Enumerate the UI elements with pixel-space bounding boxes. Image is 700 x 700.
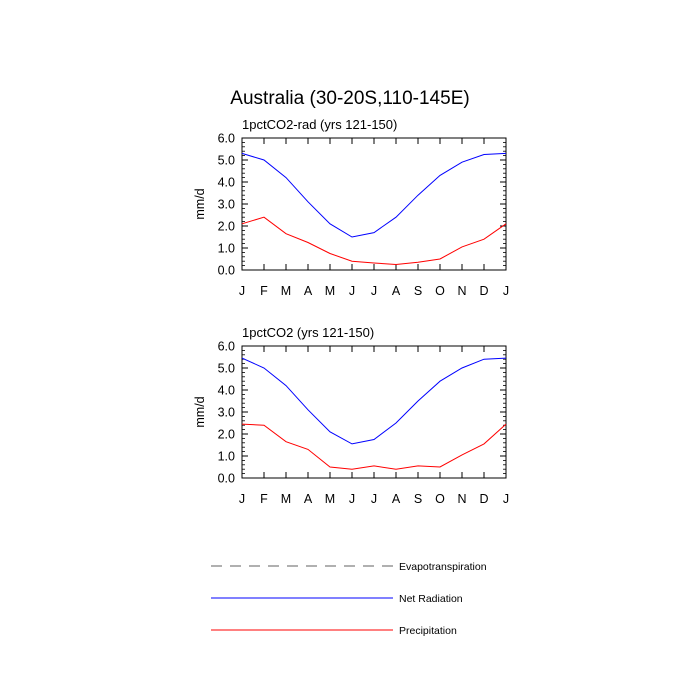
series-line-net-radiation xyxy=(241,357,507,445)
x-tick-label: M xyxy=(281,492,291,506)
y-tick-label: 0.0 xyxy=(218,472,235,486)
y-axis-label: mm/d xyxy=(193,188,207,219)
y-axis-label: mm/d xyxy=(193,396,207,427)
y-tick-label: 2.0 xyxy=(218,428,235,442)
y-tick-label: 6.0 xyxy=(218,132,235,146)
series-line-precipitation xyxy=(241,216,507,266)
chart-panel-2: 1pctCO2 (yrs 121-150) 0.0 1.0 2.0 3.0 4.0 5.0 6… xyxy=(193,325,509,506)
x-tick-label: S xyxy=(414,492,422,506)
y-tick-label: 3.0 xyxy=(218,198,235,212)
x-tick-label: M xyxy=(325,284,335,298)
x-tick-label: F xyxy=(260,284,268,298)
x-tick-label: D xyxy=(479,492,488,506)
x-tick-label: J xyxy=(349,284,355,298)
y-tick-label: 5.0 xyxy=(218,154,235,168)
x-tick-label: A xyxy=(304,492,313,506)
legend-label: Evapotranspiration xyxy=(399,561,487,573)
series-line-net-radiation xyxy=(241,152,507,238)
y-tick-label: 2.0 xyxy=(218,220,235,234)
x-tick-label: S xyxy=(414,284,422,298)
x-tick-label: A xyxy=(392,284,401,298)
x-tick-label: A xyxy=(392,492,401,506)
plot-frame xyxy=(241,137,507,271)
panel-title: 1pctCO2-rad (yrs 121-150) xyxy=(242,117,397,132)
legend-label: Net Radiation xyxy=(399,593,463,605)
y-tick-label: 1.0 xyxy=(218,450,235,464)
y-tick-label: 0.0 xyxy=(218,264,235,278)
panels: 1pctCO2-rad (yrs 121-150) 0.0 1.0 2.0 3.0 4.0… xyxy=(193,117,509,506)
y-tick-label: 3.0 xyxy=(218,406,235,420)
panel-title: 1pctCO2 (yrs 121-150) xyxy=(242,325,374,340)
x-tick-label: J xyxy=(503,492,509,506)
x-tick-label: F xyxy=(260,492,268,506)
legend: Evapotranspiration Net Radiation Precipita… xyxy=(211,561,487,637)
x-tick-label: N xyxy=(457,492,466,506)
x-tick-label: J xyxy=(239,284,245,298)
y-tick-label: 6.0 xyxy=(218,340,235,354)
series-line-precipitation xyxy=(241,423,507,470)
x-tick-label: O xyxy=(435,492,445,506)
x-tick-label: J xyxy=(371,284,377,298)
x-tick-label: J xyxy=(503,284,509,298)
x-tick-label: J xyxy=(349,492,355,506)
chart-panel-1: 1pctCO2-rad (yrs 121-150) 0.0 1.0 2.0 3.0 4.0… xyxy=(193,117,509,298)
x-tick-label: O xyxy=(435,284,445,298)
y-tick-label: 5.0 xyxy=(218,362,235,376)
x-tick-label: J xyxy=(239,492,245,506)
x-tick-label: M xyxy=(281,284,291,298)
x-tick-label: D xyxy=(479,284,488,298)
x-tick-label: M xyxy=(325,492,335,506)
figure-title: Australia (30-20S,110-145E) xyxy=(230,88,469,109)
x-tick-label: J xyxy=(371,492,377,506)
x-tick-label: N xyxy=(457,284,466,298)
y-tick-label: 4.0 xyxy=(218,176,235,190)
legend-label: Precipitation xyxy=(399,625,457,637)
x-tick-label: A xyxy=(304,284,313,298)
y-tick-label: 4.0 xyxy=(218,384,235,398)
y-tick-label: 1.0 xyxy=(218,242,235,256)
